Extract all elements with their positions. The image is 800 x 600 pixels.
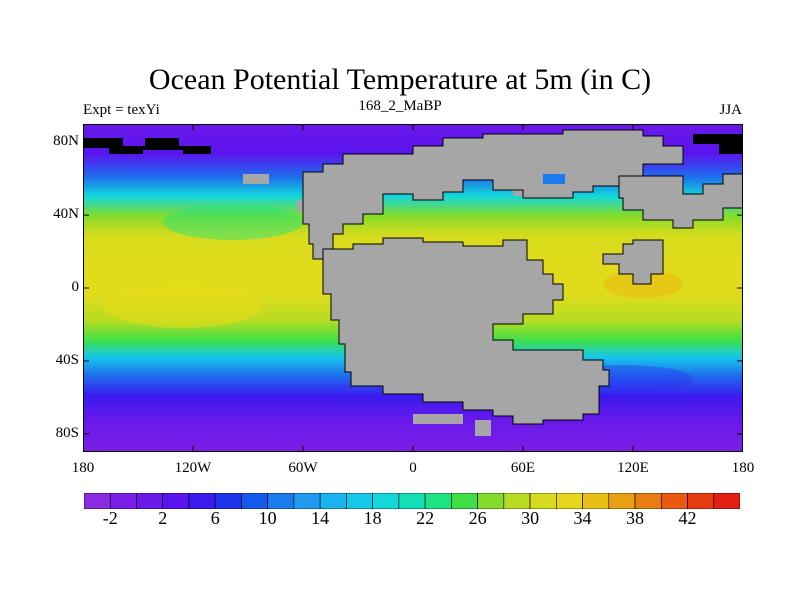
colorbar-swatch — [162, 493, 190, 509]
lat-tick-label: 80S — [55, 424, 79, 441]
colorbar-swatch — [556, 493, 583, 509]
lon-tick-label: 120W — [174, 460, 212, 476]
lat-tick-label: 80N — [53, 133, 79, 150]
colorbar-label: 34 — [573, 508, 592, 528]
colorbar-swatch — [529, 493, 557, 509]
colorbar-swatch — [267, 493, 295, 509]
colorbar-label: 14 — [311, 508, 330, 528]
colorbar-swatch — [713, 493, 740, 509]
colorbar-label: 10 — [258, 508, 277, 528]
land-gondwana — [323, 238, 609, 424]
land-arctic-east — [693, 134, 743, 154]
land-laurasia — [303, 130, 683, 259]
lat-tick-label: 40S — [55, 351, 79, 368]
age-label: 168_2_MaBP — [358, 98, 442, 114]
lat-tick-label: 0 — [71, 279, 80, 295]
colorbar — [84, 493, 740, 509]
lon-tick-label: 120E — [617, 460, 649, 476]
colorbar-swatch — [582, 493, 610, 509]
colorbar-swatch — [84, 493, 111, 509]
colorbar-swatch — [424, 493, 452, 509]
land-east-asia — [619, 174, 743, 228]
land-island-1 — [243, 174, 269, 184]
lon-tick-label: 60E — [510, 460, 536, 476]
land-island-2 — [297, 200, 307, 212]
land-island-3 — [475, 420, 491, 436]
colorbar-swatch — [660, 493, 688, 509]
coastlines — [302, 129, 743, 425]
lon-tick-label: 180 — [731, 460, 755, 476]
land-arctic-west — [83, 138, 211, 154]
lon-tick-label: 0 — [409, 460, 417, 476]
warm-pool-pacific — [103, 284, 263, 328]
land-antarctic-fragment — [413, 414, 463, 424]
colorbar-label: 2 — [158, 508, 168, 528]
colorbar-label: 38 — [626, 508, 645, 528]
colorbar-swatch — [608, 493, 636, 509]
temperature-map — [83, 124, 743, 452]
colorbar-swatch — [477, 493, 505, 509]
lake-inland — [543, 174, 565, 184]
colorbar-swatch — [503, 493, 531, 509]
colorbar-label: 22 — [416, 508, 435, 528]
colorbar-swatch — [319, 493, 347, 509]
colorbar-swatch — [451, 493, 478, 509]
lat-tick-label: 40N — [53, 206, 79, 223]
land-peninsula-east — [603, 240, 663, 284]
colorbar-label: 18 — [363, 508, 382, 528]
colorbar-swatch — [136, 493, 164, 509]
map-title: Ocean Potential Temperature at 5m (in C) — [148, 63, 652, 96]
lon-tick-label: 180 — [71, 460, 95, 476]
land-interior-sea-north — [513, 184, 543, 196]
colorbar-label: 26 — [468, 508, 487, 528]
colorbar-swatch — [293, 493, 321, 509]
colorbar-swatch — [346, 493, 373, 509]
colorbar-label: -2 — [102, 508, 118, 528]
colorbar-label: 30 — [521, 508, 540, 528]
colorbar-swatch — [109, 493, 137, 509]
colorbar-swatch — [634, 493, 662, 509]
colorbar-swatch — [687, 493, 715, 509]
colorbar-label: 42 — [678, 508, 697, 528]
colorbar-swatch — [372, 493, 400, 509]
tick-marks — [83, 124, 743, 452]
season-label: JJA — [719, 102, 742, 118]
colorbar-label: 6 — [210, 508, 220, 528]
land-masses — [83, 130, 743, 436]
cool-tongue-north — [163, 204, 303, 240]
colorbar-swatch — [398, 493, 426, 509]
colorbar-swatch — [214, 493, 242, 509]
lon-tick-label: 60W — [288, 460, 318, 476]
experiment-label: Expt = texYi — [83, 102, 160, 118]
colorbar-swatch — [188, 493, 216, 509]
colorbar-swatch — [241, 493, 268, 509]
